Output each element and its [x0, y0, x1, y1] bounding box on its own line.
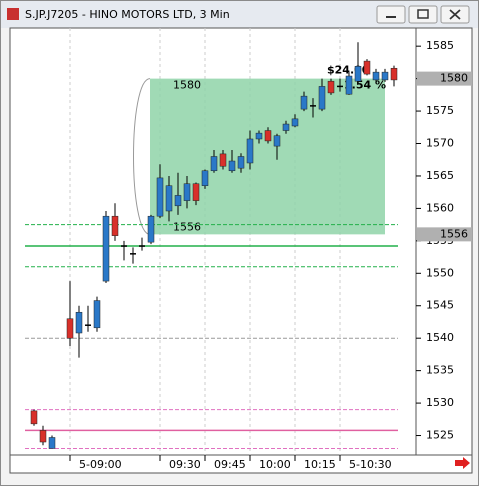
candle-body — [228, 160, 236, 172]
y-tick-label: 1530 — [426, 396, 454, 409]
measure-box — [150, 78, 385, 235]
time-tick-label: 5-09:00 — [79, 458, 122, 471]
y-tick-label: 1585 — [426, 39, 454, 52]
y-tick-label: 1570 — [426, 137, 454, 150]
y-tick-label: 1575 — [426, 104, 454, 117]
candle-body — [192, 183, 200, 201]
measure-percent: 1.54 % — [344, 79, 386, 92]
candle-body — [48, 437, 56, 449]
candle-body — [273, 135, 281, 147]
app-icon — [7, 8, 19, 20]
candle-body — [363, 60, 371, 75]
window-buttons[interactable] — [376, 5, 470, 24]
candle-body — [93, 300, 101, 329]
y-tick-label: 1535 — [426, 364, 454, 377]
price-marker — [417, 71, 472, 86]
candle-body — [264, 130, 272, 142]
candle-body — [219, 153, 227, 167]
candle-body — [165, 185, 173, 212]
candle-body — [354, 66, 362, 82]
minimize-button[interactable] — [376, 5, 406, 24]
candle-body — [300, 95, 308, 110]
candle-body — [237, 156, 245, 169]
candle-body — [201, 170, 209, 186]
time-tick-label: 09:45 — [214, 458, 246, 471]
candle-body — [30, 410, 38, 425]
candle-body — [66, 318, 74, 339]
candle-body — [156, 177, 164, 217]
measure-change: $24.00 — [327, 64, 370, 77]
candle-body — [372, 71, 380, 81]
candle-body — [291, 118, 299, 127]
y-tick-label: 1560 — [426, 201, 454, 214]
candle-body — [39, 430, 47, 443]
maximize-button[interactable] — [408, 5, 438, 24]
scroll-arrow[interactable] — [455, 457, 470, 469]
candle-body — [111, 215, 119, 236]
candle-body — [147, 215, 155, 243]
time-axis — [9, 454, 473, 474]
time-tick-label: 10:15 — [304, 458, 336, 471]
y-tick-label: 1540 — [426, 331, 454, 344]
candle-body — [246, 138, 254, 164]
window-title: S.JP.J7205 - HINO MOTORS LTD, 3 Min — [25, 8, 230, 21]
candle-body — [318, 86, 326, 110]
y-tick-label: 1545 — [426, 299, 454, 312]
price-marker-label: 1580 — [440, 72, 468, 85]
candle-body — [345, 75, 353, 95]
candle-body — [102, 215, 110, 282]
y-tick-label: 1565 — [426, 169, 454, 182]
candle-body — [183, 183, 191, 201]
measure-arc — [133, 78, 151, 235]
price-marker-label: 1556 — [440, 227, 468, 240]
candle-body — [327, 80, 335, 94]
candle-body — [381, 71, 389, 81]
y-tick-label: 1525 — [426, 429, 454, 442]
maximize-icon — [417, 9, 429, 19]
candle-body — [75, 311, 83, 334]
y-tick-label: 1550 — [426, 266, 454, 279]
measure-bottom-label: 1556 — [173, 220, 201, 233]
time-tick-label: 09:30 — [169, 458, 201, 471]
price-marker — [417, 227, 472, 242]
candle-body — [282, 123, 290, 131]
candle-body — [255, 132, 263, 140]
candle-body — [210, 156, 218, 172]
close-icon — [449, 9, 461, 20]
candle-body — [390, 67, 398, 81]
time-tick-label: 10:00 — [259, 458, 291, 471]
time-tick-label: 5-10:30 — [349, 458, 392, 471]
measure-top-label: 1580 — [173, 79, 201, 92]
candle-body — [174, 195, 182, 207]
